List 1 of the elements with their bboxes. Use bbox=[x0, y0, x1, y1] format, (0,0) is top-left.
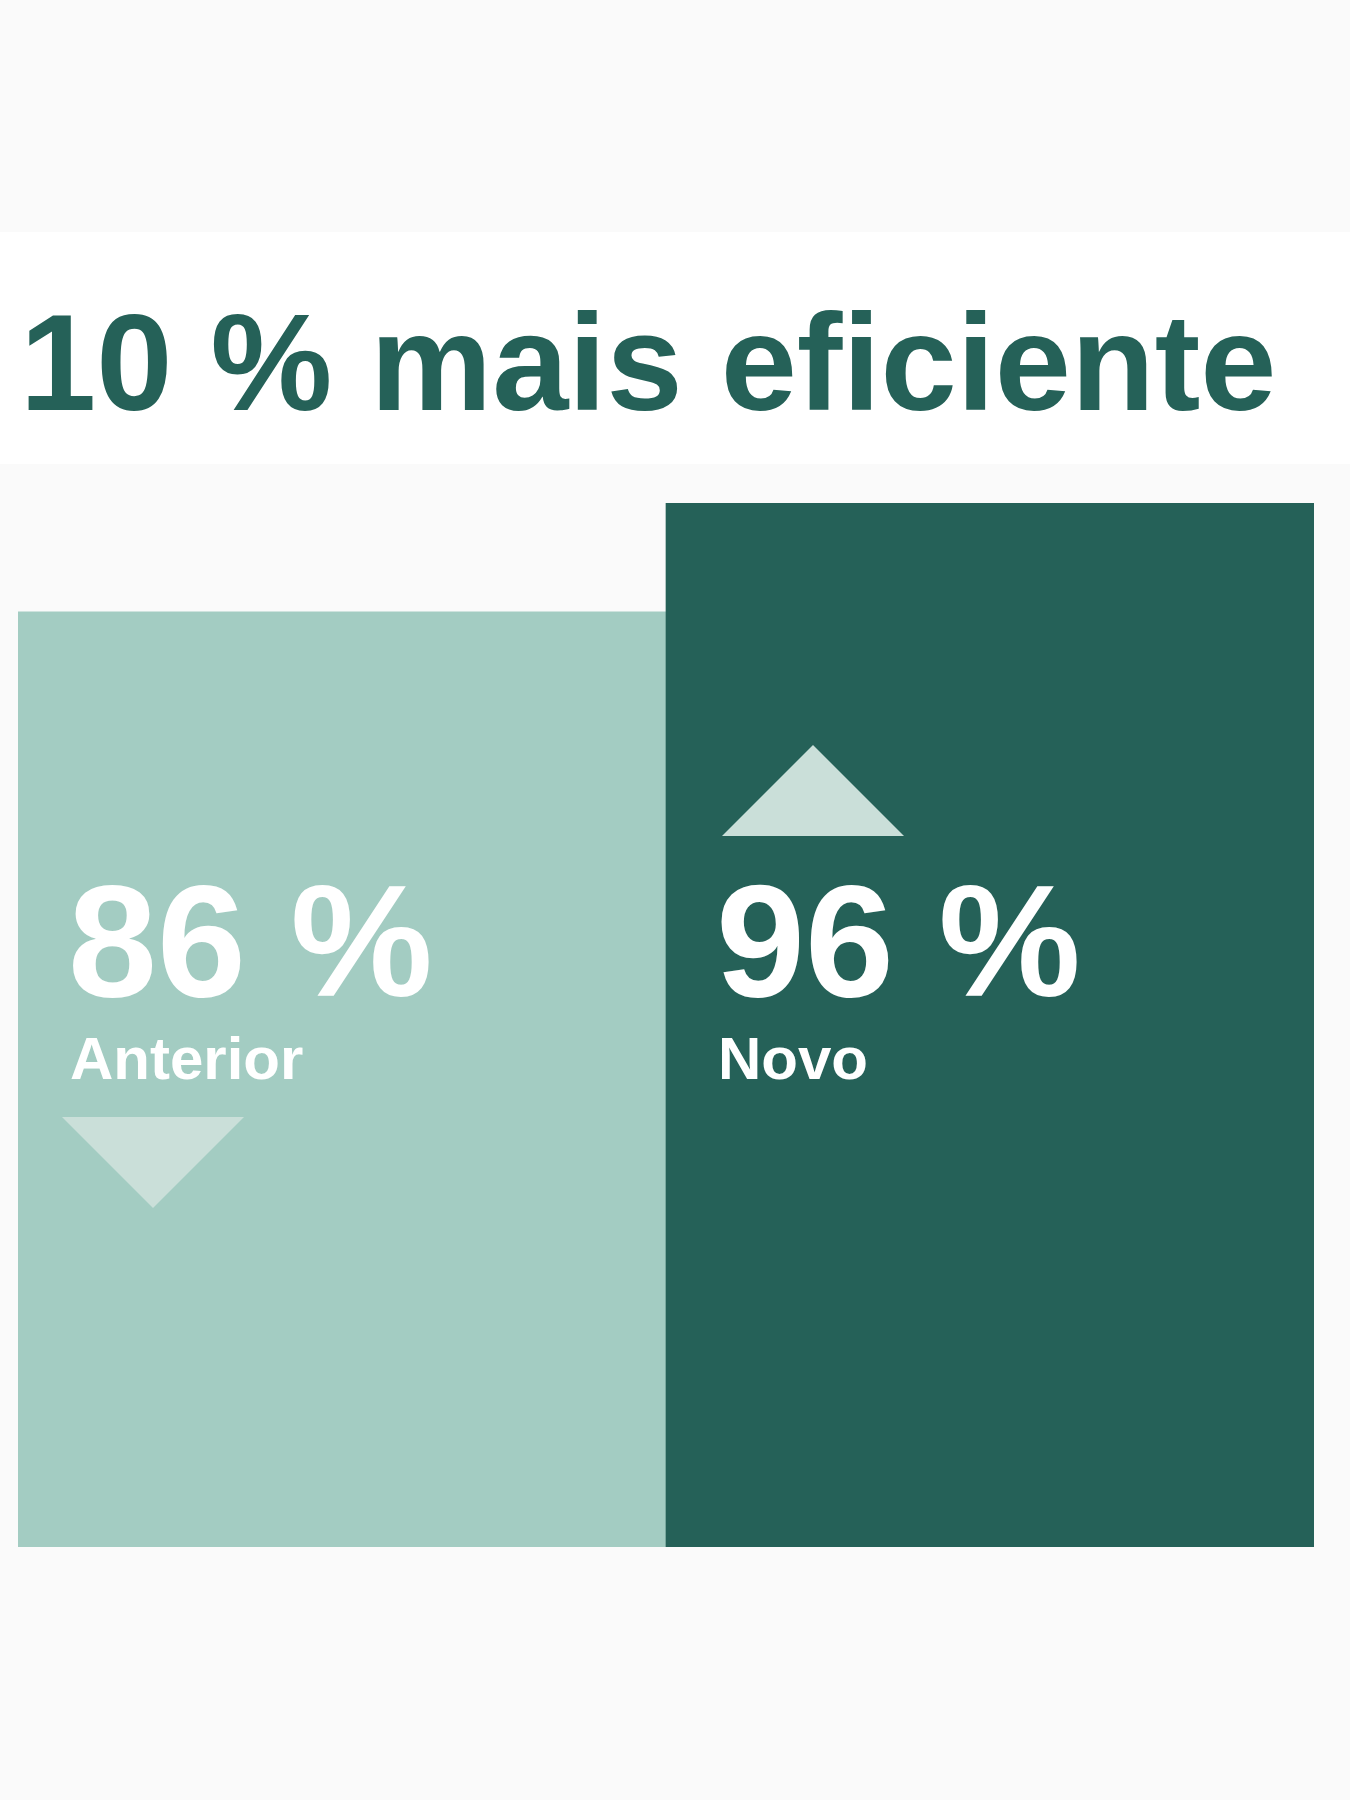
chart-title: 10 % mais eficiente bbox=[20, 286, 1277, 439]
